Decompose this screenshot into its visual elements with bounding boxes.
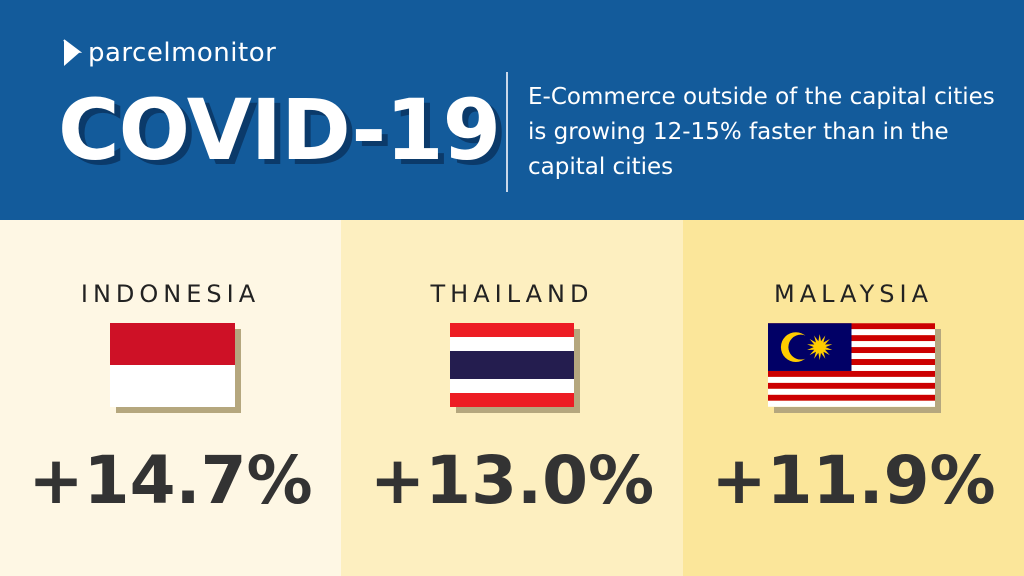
panel-thailand: THAILAND +13.0% [341, 220, 683, 576]
subtitle: E-Commerce outside of the capital cities… [528, 84, 995, 180]
country-name: INDONESIA [80, 280, 261, 308]
country-name: THAILAND [430, 280, 594, 308]
growth-value: +13.0% [369, 442, 655, 519]
malaysia-flag-icon [768, 323, 935, 407]
divider [506, 72, 508, 192]
header-banner: parcelmonitor COVID-19 E-Commerce outsid… [0, 0, 1024, 220]
parcelmonitor-logo: parcelmonitor [62, 38, 276, 68]
logo-arrow-icon [63, 39, 82, 66]
growth-value: +11.9% [711, 442, 996, 519]
country-name: MALAYSIA [774, 280, 933, 308]
indonesia-flag-icon [110, 323, 235, 407]
growth-value: +14.7% [28, 442, 313, 519]
thailand-flag-icon [450, 323, 574, 407]
panel-malaysia: MALAYSIA +11.9% [683, 220, 1024, 576]
panel-indonesia: INDONESIA +14.7% [0, 220, 341, 576]
page-title: COVID-19 [58, 81, 501, 179]
logo-text: parcelmonitor [88, 38, 277, 68]
